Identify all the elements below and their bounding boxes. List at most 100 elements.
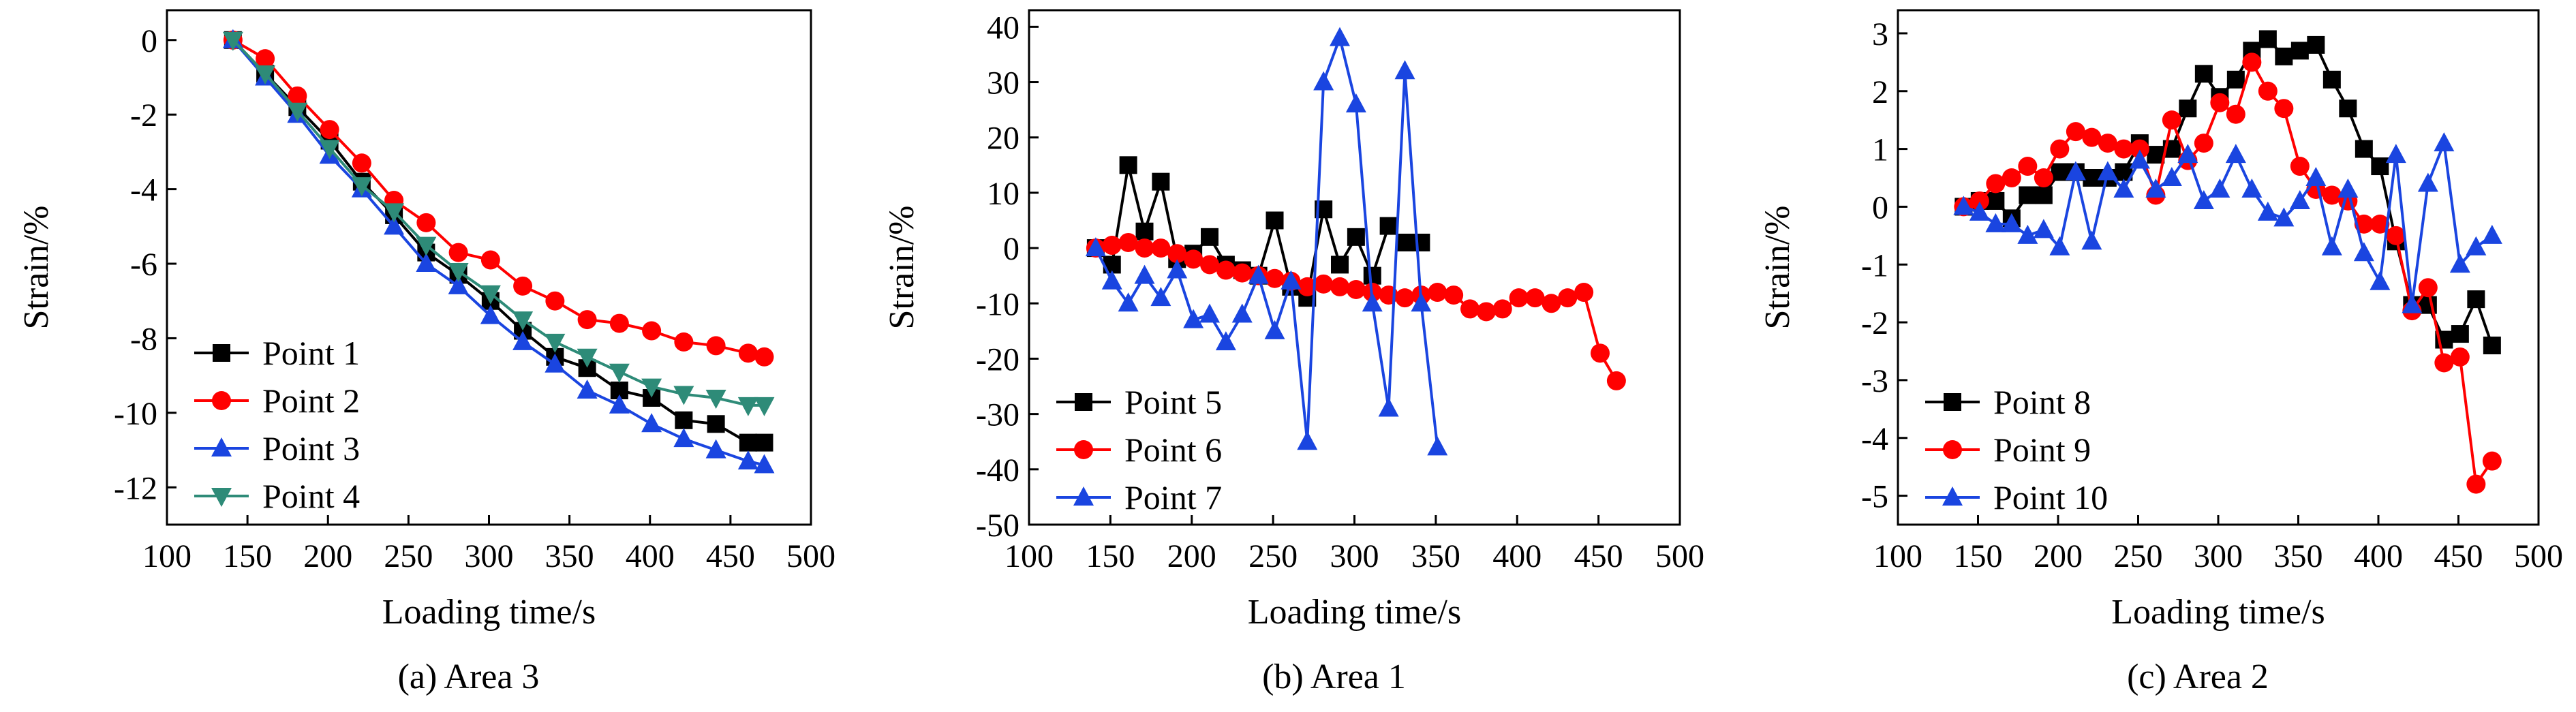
data-point (2274, 99, 2294, 119)
data-point (1606, 371, 1626, 390)
data-point (1151, 238, 1171, 258)
x-tick-label: 150 (1954, 538, 2003, 574)
panel-caption: (a) Area 3 (398, 657, 540, 696)
y-tick-label: 0 (1003, 231, 1019, 267)
data-point (2098, 134, 2117, 153)
data-point (1345, 93, 1366, 113)
y-tick-label: 30 (987, 65, 1019, 102)
data-point (1248, 264, 1269, 284)
data-point (1460, 299, 1480, 319)
data-point (2034, 186, 2053, 204)
data-point (2083, 169, 2101, 187)
y-tick-label: 20 (987, 121, 1019, 157)
data-point (1119, 156, 1137, 174)
data-point (1412, 233, 1430, 251)
data-point (384, 203, 405, 223)
data-point (2289, 189, 2310, 209)
data-point (1101, 270, 1122, 290)
data-point (416, 213, 436, 232)
data-point (545, 291, 565, 311)
data-point (2434, 353, 2454, 373)
x-tick-label: 450 (1574, 538, 1623, 574)
data-point (739, 433, 757, 452)
y-axis-label: Strain/% (1758, 206, 1797, 330)
data-point (1167, 259, 1188, 279)
data-point (2322, 70, 2341, 89)
data-point (2258, 30, 2277, 48)
data-point (738, 343, 758, 363)
y-tick-label: -4 (130, 172, 157, 208)
data-point (707, 415, 725, 433)
legend-label: Point 8 (1993, 383, 2091, 421)
data-point (2337, 178, 2359, 198)
data-point (1201, 228, 1219, 246)
data-point (1297, 431, 1318, 450)
x-tick-label: 150 (223, 538, 272, 574)
data-point (2451, 325, 2469, 343)
data-point (1215, 331, 1236, 351)
legend-label: Point 9 (1993, 431, 2091, 469)
legend-label: Point 1 (262, 334, 360, 372)
data-point (1428, 283, 1447, 303)
data-point (256, 49, 275, 69)
data-point (416, 253, 437, 273)
data-point (1135, 238, 1154, 258)
data-point (675, 411, 693, 429)
series-line (1094, 36, 1439, 448)
data-point (1085, 237, 1106, 257)
data-point (2001, 213, 2022, 232)
data-point (1394, 60, 1415, 80)
data-point (1525, 288, 1545, 308)
legend-item: Point 9 (1925, 431, 2091, 469)
data-point (480, 305, 501, 324)
data-point (2258, 81, 2278, 101)
y-tick-label: 1 (1872, 132, 1888, 168)
data-point (577, 380, 598, 399)
data-point (1330, 27, 1351, 46)
series-point-10 (1953, 132, 2502, 313)
y-tick-label: -50 (976, 508, 1019, 544)
data-point (1363, 266, 1381, 285)
data-point (2162, 110, 2181, 130)
data-point (1331, 256, 1349, 274)
data-point (2322, 185, 2342, 205)
y-tick-label: -3 (1861, 363, 1888, 399)
legend-swatch-marker (1942, 486, 1963, 506)
data-point (1378, 397, 1399, 417)
x-tick-label: 300 (2194, 538, 2243, 574)
data-point (2130, 139, 2149, 159)
chart-panel-3: 100 150 200 250 300 350 400 450 500 3 2 1 0 -1 -2 -3 -4 -… (1758, 9, 2563, 696)
y-tick-label: 0 (141, 23, 157, 59)
data-point (1266, 211, 1284, 230)
y-tick-label: -12 (114, 470, 157, 506)
data-point (2082, 127, 2102, 147)
y-tick-label: -5 (1861, 479, 1888, 515)
data-point (480, 285, 501, 305)
series-line (1963, 61, 2494, 486)
legend-item: Point 1 (194, 334, 360, 372)
legend-item: Point 10 (1925, 478, 2108, 516)
data-point (2179, 99, 2197, 118)
data-point (2226, 70, 2245, 89)
data-point (641, 378, 662, 398)
legend-item: Point 5 (1056, 383, 1222, 421)
data-point (2290, 157, 2310, 176)
data-point (1167, 244, 1187, 264)
y-tick-label: -20 (976, 341, 1019, 377)
data-point (1427, 436, 1448, 456)
legend-label: Point 4 (262, 477, 360, 515)
y-tick-label: 2 (1872, 74, 1888, 110)
data-point (512, 311, 534, 331)
data-point (642, 321, 662, 341)
data-point (705, 439, 726, 459)
y-tick-label: -8 (130, 321, 157, 357)
data-point (319, 140, 340, 159)
y-tick-label: 3 (1872, 16, 1888, 52)
data-point (755, 433, 773, 452)
data-point (1346, 279, 1366, 299)
data-point (754, 454, 775, 474)
data-point (1281, 270, 1302, 290)
data-point (352, 153, 371, 173)
data-point (416, 236, 437, 256)
data-point (2051, 163, 2069, 181)
